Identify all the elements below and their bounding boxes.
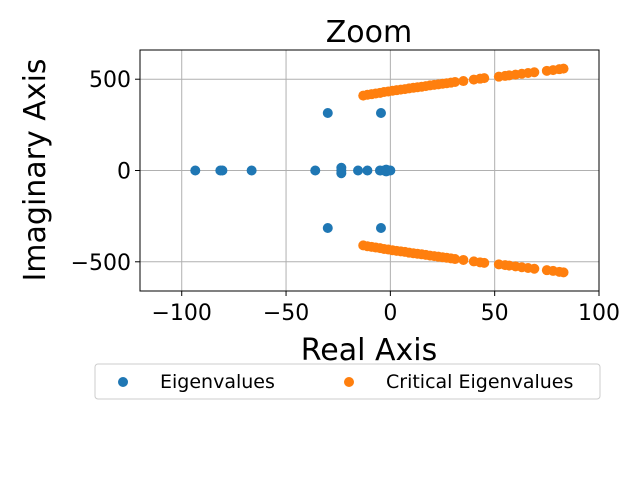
data-point bbox=[385, 165, 396, 176]
y-tick-label: 0 bbox=[117, 160, 131, 185]
x-tick-label: −50 bbox=[263, 301, 309, 326]
x-axis-label: Real Axis bbox=[301, 333, 437, 368]
data-point bbox=[322, 107, 333, 118]
data-point bbox=[310, 165, 321, 176]
data-point bbox=[458, 76, 469, 87]
x-tick-label: 0 bbox=[383, 301, 397, 326]
data-point bbox=[479, 73, 490, 84]
data-point bbox=[190, 165, 201, 176]
data-point bbox=[458, 254, 469, 265]
data-point bbox=[246, 165, 257, 176]
data-point bbox=[479, 257, 490, 268]
data-point bbox=[558, 63, 569, 74]
x-tick-label: −100 bbox=[152, 301, 212, 326]
y-axis-label: Imaginary Axis bbox=[18, 58, 53, 281]
x-tick-label: 100 bbox=[578, 301, 620, 326]
data-point bbox=[558, 267, 569, 278]
data-point bbox=[336, 165, 347, 176]
data-point bbox=[375, 223, 386, 234]
series-eigenvalues bbox=[190, 107, 396, 234]
y-tick-label: −500 bbox=[71, 251, 131, 276]
data-point bbox=[362, 165, 373, 176]
legend-marker-critical-eigenvalues bbox=[344, 377, 354, 387]
series-critical-eigenvalues bbox=[358, 63, 569, 278]
data-point bbox=[322, 223, 333, 234]
legend: Eigenvalues Critical Eigenvalues bbox=[94, 363, 601, 400]
data-point bbox=[353, 165, 364, 176]
data-point bbox=[215, 165, 226, 176]
data-point bbox=[450, 254, 461, 265]
legend-marker-eigenvalues bbox=[118, 377, 128, 387]
chart-title: Zoom bbox=[326, 15, 412, 50]
data-points bbox=[190, 63, 569, 278]
y-axis-ticks: −500 0 500 bbox=[71, 68, 140, 276]
data-point bbox=[529, 263, 540, 274]
x-tick-label: 50 bbox=[481, 301, 509, 326]
data-point bbox=[375, 107, 386, 118]
data-point bbox=[450, 76, 461, 87]
legend-label-eigenvalues: Eigenvalues bbox=[160, 371, 275, 393]
legend-label-critical-eigenvalues: Critical Eigenvalues bbox=[386, 371, 573, 393]
y-tick-label: 500 bbox=[89, 68, 131, 93]
x-axis-ticks: −100 −50 0 50 100 bbox=[152, 291, 620, 326]
data-point bbox=[529, 67, 540, 78]
